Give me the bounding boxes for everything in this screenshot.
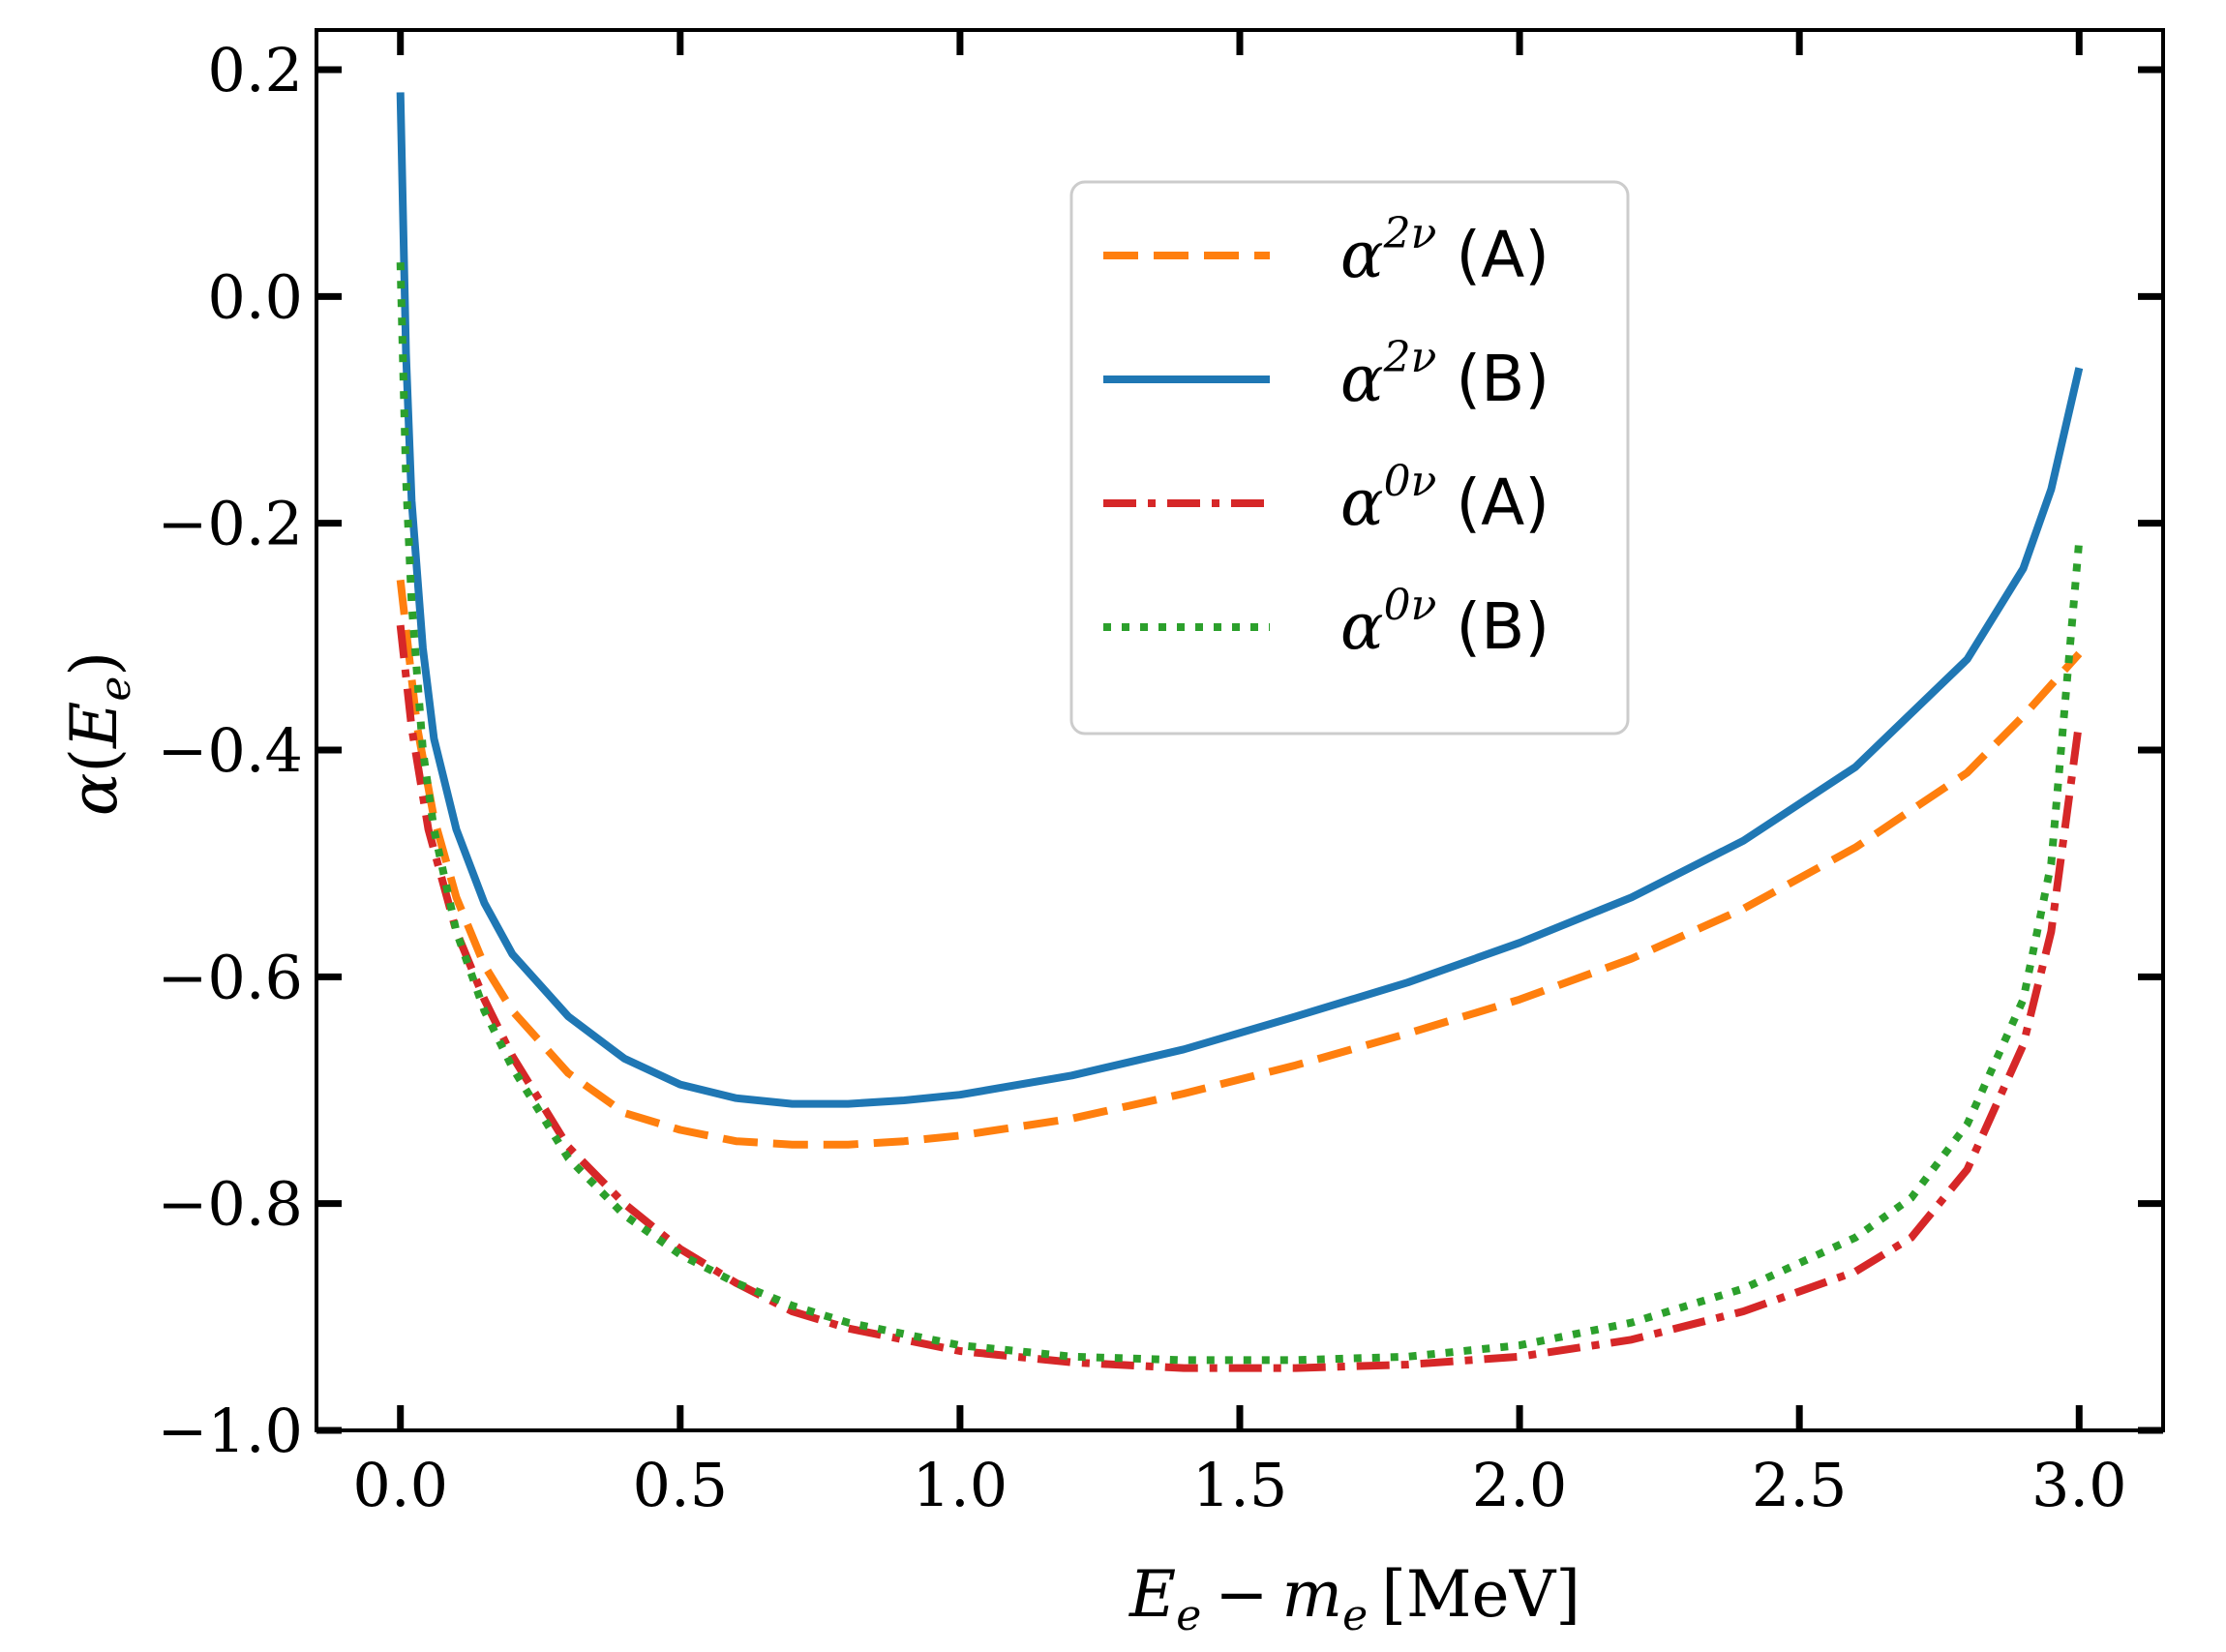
x-tick-label: 2.5 bbox=[1752, 1450, 1848, 1520]
x-tick-label: 2.0 bbox=[1472, 1450, 1568, 1520]
x-tick-label: 1.0 bbox=[913, 1450, 1008, 1520]
y-tick-label: −0.8 bbox=[157, 1169, 303, 1240]
legend-label: α0ν (A) bbox=[1340, 457, 1549, 540]
legend-label: α2ν (B) bbox=[1340, 333, 1549, 416]
legend-label: α0ν (B) bbox=[1340, 581, 1549, 664]
y-axis-title: α(Ee) bbox=[57, 651, 140, 816]
y-tick-label: −1.0 bbox=[157, 1396, 303, 1466]
series-line-1 bbox=[396, 579, 2083, 1149]
x-tick-label: 1.5 bbox=[1192, 1450, 1288, 1520]
x-tick-labels: 0.0 0.5 1.0 1.5 2.0 2.5 3.0 bbox=[352, 1450, 2126, 1520]
series-line-4 bbox=[396, 262, 2084, 1365]
series-line-3 bbox=[396, 624, 2084, 1372]
y-tick-labels: 0.2 0.0 −0.2 −0.4 −0.6 −0.8 −1.0 bbox=[157, 35, 303, 1466]
legend-item: α2ν (A) bbox=[1103, 209, 1549, 292]
plot-frame bbox=[315, 28, 2165, 1432]
x-tick-label: 3.0 bbox=[2031, 1450, 2127, 1520]
y-tick-label: −0.4 bbox=[157, 715, 303, 786]
x-axis-title: Ee − me [MeV] bbox=[1128, 1557, 1580, 1640]
legend-item: α2ν (B) bbox=[1103, 333, 1549, 416]
y-tick-label: −0.2 bbox=[157, 489, 303, 559]
y-tick-label: 0.0 bbox=[207, 261, 303, 332]
legend-entries: α2ν (A) α2ν (B) α0ν (A) α0ν (B) bbox=[1103, 209, 1549, 664]
legend-item: α0ν (B) bbox=[1103, 581, 1549, 664]
x-tick-label: 0.0 bbox=[352, 1450, 448, 1520]
y-tick-label: −0.6 bbox=[157, 942, 303, 1012]
y-tick-label: 0.2 bbox=[207, 35, 303, 105]
series-line-2 bbox=[396, 92, 2084, 1108]
legend-label: α2ν (A) bbox=[1340, 209, 1549, 292]
legend-item: α0ν (A) bbox=[1103, 457, 1549, 540]
x-tick-label: 0.5 bbox=[633, 1450, 729, 1520]
axis-ticks bbox=[316, 30, 2163, 1434]
plot-lines bbox=[396, 92, 2084, 1372]
legend: α2ν (A) α2ν (B) α0ν (A) α0ν (B) bbox=[1069, 180, 1630, 736]
legend-box bbox=[1069, 180, 1630, 736]
